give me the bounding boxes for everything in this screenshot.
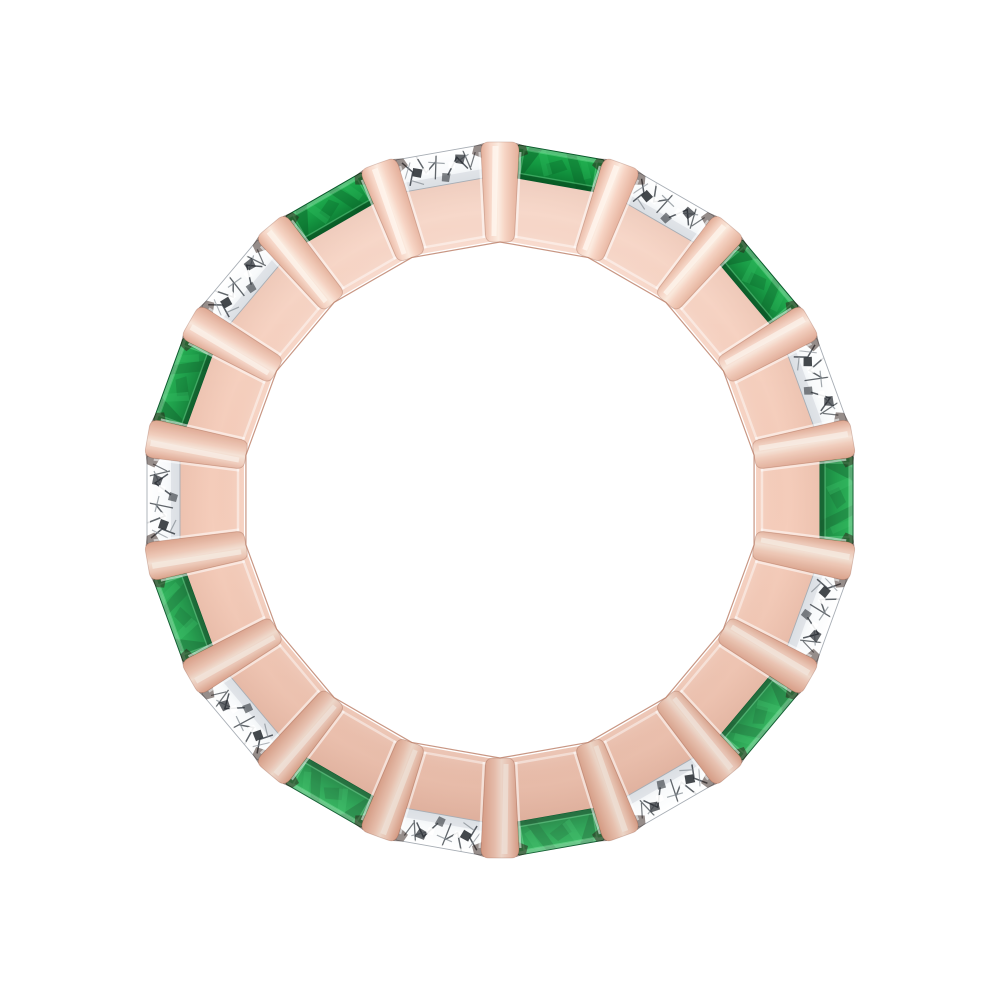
prong-bar	[354, 739, 427, 842]
stone-diamond	[395, 144, 488, 193]
prong-bar	[252, 689, 345, 788]
stone-emerald	[512, 807, 605, 856]
prong-bar	[180, 615, 282, 700]
prong-bar	[144, 412, 248, 472]
prong-bar	[718, 615, 820, 700]
inner-rim-line	[245, 241, 755, 759]
stone-diamond	[785, 568, 847, 663]
stones	[146, 144, 854, 856]
prong-bar	[252, 212, 345, 311]
stone-emerald	[153, 568, 215, 663]
stone-diamond	[146, 455, 181, 545]
prong-bar	[718, 300, 820, 385]
stone-diamond	[621, 172, 715, 245]
prong-bar	[354, 158, 427, 261]
stone-emerald	[716, 239, 799, 329]
prong-bar	[472, 141, 528, 243]
stone-emerald	[285, 755, 379, 828]
prong-bar	[573, 158, 646, 261]
band	[179, 175, 821, 825]
stone-emerald	[716, 671, 799, 761]
stone-emerald	[819, 455, 854, 545]
prong-bar	[752, 412, 856, 472]
stone-emerald	[512, 144, 605, 193]
prong-bar	[573, 739, 646, 842]
stone-emerald	[153, 337, 215, 433]
prong-bar	[472, 757, 528, 859]
prong-bar	[655, 689, 748, 788]
prong-bar	[752, 528, 856, 588]
prongs	[144, 141, 856, 859]
stone-diamond	[621, 755, 715, 828]
prong-bar	[180, 300, 282, 385]
stone-diamond	[395, 807, 488, 856]
prong-bar	[655, 212, 748, 311]
prong-bar	[144, 528, 248, 588]
stone-diamond	[785, 337, 847, 432]
